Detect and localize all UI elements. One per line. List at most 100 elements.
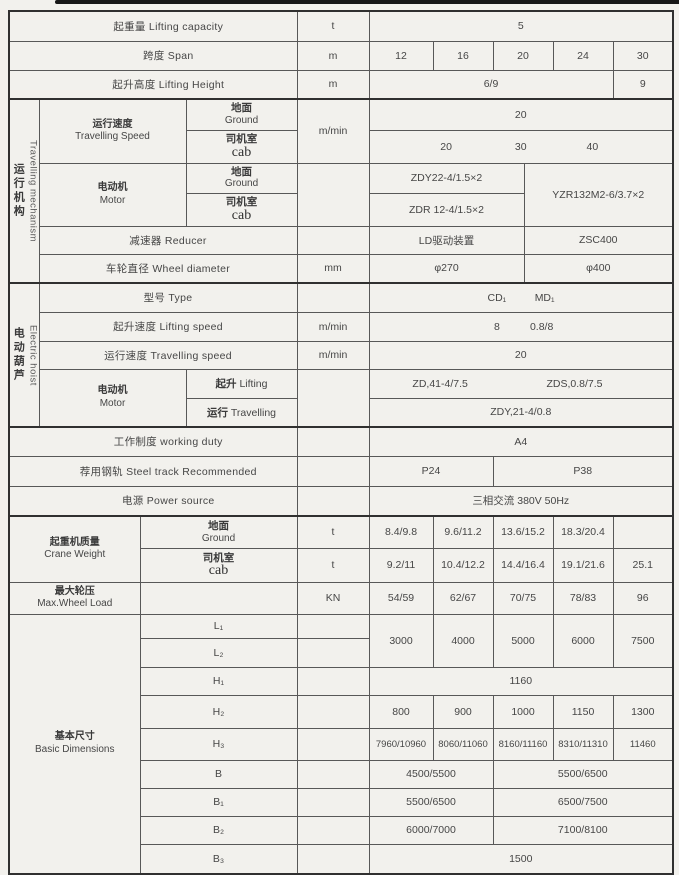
row-dim-b2: B₂ 6000/7000 7100/8100 (9, 815, 674, 845)
power-source-value: 三相交流 380V 50Hz (368, 485, 674, 517)
travel-speed-cab-values: 20 30 40 (368, 129, 674, 164)
travel-motor-label: 电动机 Motor (38, 162, 187, 227)
travel-motor-cab-value: ZDR 12-4/1.5×2 (368, 192, 525, 227)
section-label-zh: 电动葫芦 (12, 326, 25, 383)
hoist-lifting-speed-unit: m/min (296, 311, 370, 342)
travel-motor-cab-sublabel: 司机室 cab (185, 192, 298, 227)
working-duty-unit-empty (296, 426, 370, 457)
dim-h3-value: 7960/10960 (368, 727, 434, 761)
span-unit: m (296, 40, 370, 71)
dim-b3-value: 1500 (368, 843, 674, 875)
span-value: 12 (368, 40, 434, 71)
hoist-motor-lifting-values: ZD,41-4/7.5 ZDS,0.8/7.5 (368, 368, 674, 399)
wheel-diameter-right: φ400 (523, 253, 674, 284)
row-travel-speed-cab: 司机室 cab 20 30 40 (9, 129, 674, 164)
dim-b1-left: 5500/6500 (368, 787, 494, 817)
row-dim-h3: H₃ 7960/10960 8060/11060 8160/11160 8310… (9, 727, 674, 761)
dim-l2-unit-empty (296, 637, 370, 668)
row-dim-b: B 4500/5500 5500/6500 (9, 759, 674, 789)
row-working-duty: 工作制度 working duty A4 (8, 426, 674, 457)
row-steel-track: 荐用钢轨 Steel track Recommended P24 P38 (8, 455, 674, 487)
row-hoist-motor-lifting: 电动机 Motor 起升 Lifting ZD,41-4/7.5 ZDS,0.8… (9, 368, 674, 428)
dim-b-left: 4500/5500 (368, 759, 494, 789)
hoist-travel-speed-unit: m/min (296, 340, 370, 370)
crane-weight-cab-value: 10.4/12.2 (432, 547, 494, 583)
row-hoist-travel-speed: 运行速度 Travelling speed m/min 20 (9, 340, 674, 370)
dim-b2-right: 7100/8100 (492, 815, 674, 845)
dim-b-unit-empty (296, 759, 370, 789)
dim-h2-value: 1150 (552, 694, 614, 729)
hoist-lifting-speed-values: 8 0.8/8 (368, 311, 674, 342)
hoist-motor-travelling-sublabel: 运行 Travelling (185, 397, 298, 428)
dim-l-value: 3000 (368, 613, 434, 668)
reducer-unit-empty (296, 225, 370, 255)
wheel-diameter-left: φ270 (368, 253, 525, 284)
scan-top-edge (55, 0, 679, 4)
steel-track-unit-empty (296, 455, 370, 487)
row-dim-h2: H₂ 800 900 1000 1150 1300 (9, 694, 674, 729)
span-value: 20 (492, 40, 554, 71)
row-span: 跨度 Span m 12 16 20 24 30 (8, 40, 674, 71)
travel-speed-cab-sublabel: 司机室 cab (185, 129, 298, 164)
working-duty-value: A4 (368, 426, 674, 457)
max-wheel-load-value: 54/59 (368, 581, 434, 615)
dim-h2-unit-empty (296, 694, 370, 729)
dim-b3-unit-empty (296, 843, 370, 875)
dim-l1-sublabel: L₁ (139, 613, 298, 639)
crane-weight-ground-value: 9.6/11.2 (432, 515, 494, 549)
span-value: 30 (612, 40, 674, 71)
crane-weight-label: 起重机质量 Crane Weight (8, 515, 141, 583)
wheel-diameter-label: 车轮直径 Wheel diameter (38, 253, 298, 284)
wheel-diameter-unit: mm (296, 253, 370, 284)
travel-motor-unit-empty (296, 162, 370, 227)
hoist-motor-unit-empty (296, 368, 370, 428)
travel-speed-ground-value: 20 (368, 98, 674, 131)
dim-l2-sublabel: L₂ (139, 637, 298, 668)
row-max-wheel-load: 最大轮压 Max.Wheel Load KN 54/59 62/67 70/75… (8, 581, 674, 615)
reducer-label: 减速器 Reducer (38, 225, 298, 255)
row-lifting-height: 起升高度 Lifting Height m 6/9 9 (8, 69, 674, 100)
dim-h3-value: 8060/11060 (432, 727, 494, 761)
dim-h2-value: 1000 (492, 694, 554, 729)
dim-b2-left: 6000/7000 (368, 815, 494, 845)
lifting-height-label: 起升高度 Lifting Height (8, 69, 298, 100)
dim-b2-sublabel: B₂ (139, 815, 298, 845)
crane-weight-cab-value: 25.1 (612, 547, 674, 583)
row-travel-motor-ground: 电动机 Motor 地面 Ground ZDY22-4/1.5×2 YZR132… (9, 162, 674, 227)
crane-weight-ground-value: 8.4/9.8 (368, 515, 434, 549)
travel-speed-ground-sublabel: 地面 Ground (185, 98, 298, 131)
dim-h3-unit-empty (296, 727, 370, 761)
row-reducer: 减速器 Reducer LD驱动装置 ZSC400 (9, 225, 674, 255)
crane-weight-cab-sublabel: 司机室 cab (139, 547, 298, 583)
row-dim-h1: H₁ 1160 (9, 666, 674, 696)
travel-speed-label: 运行速度 Travelling Speed (38, 98, 187, 164)
row-crane-weight-ground: 起重机质量 Crane Weight 地面 Ground t 8.4/9.8 9… (8, 515, 674, 583)
span-value: 16 (432, 40, 494, 71)
hoist-motor-lifting-sublabel: 起升 Lifting (185, 368, 298, 399)
dim-l-value: 7500 (612, 613, 674, 668)
dim-b3-sublabel: B₃ (139, 843, 298, 875)
span-value: 24 (552, 40, 614, 71)
crane-weight-unit: t (296, 515, 370, 549)
dim-b-right: 5500/6500 (492, 759, 674, 789)
row-lifting-capacity: 起重量 Lifting capacity t 5 (8, 10, 674, 42)
dim-h2-value: 800 (368, 694, 434, 729)
row-hoist-motor-travelling: 运行 Travelling ZDY,21-4/0.8 (9, 397, 674, 428)
crane-weight-ground-value: 13.6/15.2 (492, 515, 554, 549)
lifting-height-main: 6/9 (368, 69, 614, 100)
hoist-type-unit-empty (296, 282, 370, 313)
hoist-type-label: 型号 Type (38, 282, 298, 313)
dim-h1-value: 1160 (368, 666, 674, 696)
dim-h3-value: 8160/11160 (492, 727, 554, 761)
section-label-en: Travelling mechanism (27, 139, 39, 243)
travel-motor-ground-sublabel: 地面 Ground (185, 162, 298, 194)
section-label-zh: 运行机构 (12, 162, 25, 219)
crane-weight-cab-value: 14.4/16.4 (492, 547, 554, 583)
lifting-capacity-label: 起重量 Lifting capacity (8, 10, 298, 42)
dim-l-value: 5000 (492, 613, 554, 668)
hoist-motor-label: 电动机 Motor (38, 368, 187, 428)
basic-dimensions-label: 基本尺寸 Basic Dimensions (8, 613, 141, 875)
dim-h1-sublabel: H₁ (139, 666, 298, 696)
crane-weight-cab-value: 19.1/21.6 (552, 547, 614, 583)
lifting-capacity-value: 5 (368, 10, 674, 42)
